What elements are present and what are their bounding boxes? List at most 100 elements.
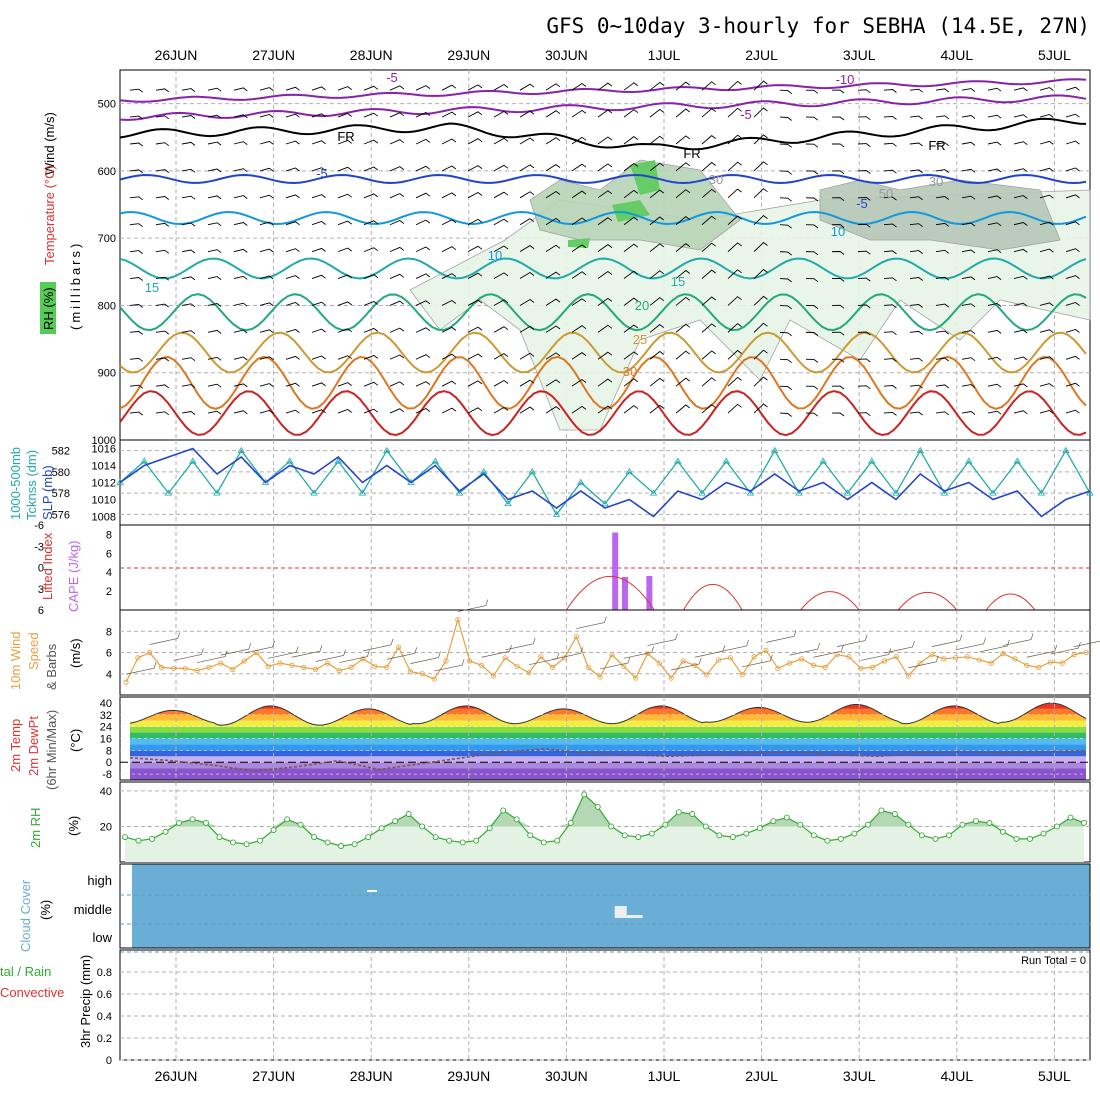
rh-point [783, 814, 790, 821]
wind10-barb [125, 662, 157, 675]
wind10-point [384, 664, 390, 670]
wind-barb [1039, 194, 1054, 199]
contour-label: 20 [635, 298, 649, 313]
wind10-point [561, 655, 568, 661]
wind-barb [129, 223, 143, 228]
wind10-point [538, 654, 544, 660]
rh-point [743, 830, 750, 837]
wind10-barb [1002, 633, 1034, 646]
wind-barb [363, 112, 379, 118]
li-tick: 6 [38, 605, 44, 617]
wind-barb [129, 169, 143, 174]
wind-barb [597, 270, 613, 279]
wind-barb [311, 247, 326, 253]
wind-barb [753, 241, 768, 252]
thickness-point [771, 446, 779, 454]
rh-point [338, 843, 345, 849]
upper-labels: Wind (m/s) Temperature (°C) RH (%) (mill… [40, 112, 83, 334]
precip-label-c: 3hr Precip (mm) [78, 955, 93, 1048]
pressure-tick: 600 [98, 166, 116, 178]
precip-tick: 0.6 [97, 989, 112, 1001]
wind-barb [545, 271, 561, 279]
wind-barb [181, 384, 196, 388]
wind-barb [1065, 355, 1080, 360]
wind-barb [779, 251, 792, 256]
wind-barb [831, 224, 845, 228]
wind-barb [961, 384, 976, 388]
wind-barb [441, 353, 457, 360]
thickness-point [868, 457, 876, 464]
wind-barb [779, 89, 792, 94]
rh-point [824, 837, 831, 844]
wind-barb [727, 215, 742, 226]
wind-barb [779, 143, 792, 148]
wind-barb [857, 223, 871, 228]
wind10-point [348, 664, 354, 670]
wind10-barb [931, 634, 963, 647]
thickness-point [892, 489, 900, 496]
wind-barb [883, 169, 897, 174]
wind-barb [467, 218, 483, 226]
wind-barb [545, 325, 561, 333]
wind-barb [857, 89, 871, 94]
wind-barb [935, 169, 950, 173]
wind-barb [363, 193, 379, 199]
wind-barb [987, 249, 1002, 254]
wind-barb [597, 136, 613, 145]
wind-barb [389, 139, 405, 145]
wind10-point [313, 666, 319, 673]
wind-barb [701, 323, 716, 333]
temp-band [130, 744, 1086, 751]
chart-title: GFS 0~10day 3-hourly for SEBHA (14.5E, 2… [546, 14, 1090, 38]
rh-point [905, 821, 912, 828]
wind-barb [285, 140, 300, 145]
thickness-point [698, 489, 706, 496]
wind10-point [443, 658, 449, 664]
cape-bar [621, 576, 628, 610]
wind-barb [233, 141, 248, 146]
cloud-fill [132, 864, 1090, 948]
wind-barb [597, 378, 613, 387]
cloud-level-label: middle [74, 902, 112, 917]
wind-barb [155, 276, 170, 281]
rh-point [891, 811, 898, 817]
wind10-point [407, 669, 414, 675]
wind-barb [467, 407, 483, 414]
rh-point [176, 819, 182, 826]
wind-barb [701, 108, 716, 118]
wind-barb [649, 297, 665, 306]
contour-label: FR [928, 138, 945, 153]
wind-barb [181, 222, 196, 227]
wind10-point [597, 674, 603, 680]
wind10-barb [837, 634, 868, 647]
contour-label: -5 [740, 107, 752, 122]
wind-barb [493, 406, 509, 414]
wind-barb [987, 276, 1002, 280]
rh-point [203, 819, 209, 826]
wind10-barb [244, 640, 275, 654]
wind-barb [467, 272, 483, 279]
wind-barb [285, 275, 300, 279]
cloud-frame [119, 863, 1091, 949]
wind-barb [181, 88, 196, 92]
thickness-point [625, 468, 633, 475]
wind-barb [623, 189, 639, 199]
wind10-labels: 10m Wind Speed & Barbs (m/s) [8, 631, 83, 690]
wind-barb [883, 196, 897, 201]
wind-barb [1065, 382, 1080, 387]
wind10-barb [315, 649, 346, 662]
wind10-point [727, 655, 734, 661]
temp-band [130, 732, 1086, 739]
wind-barb [129, 142, 143, 147]
wind-barb [701, 81, 716, 91]
lifted-index-curve [683, 583, 743, 611]
wind-barb [337, 220, 352, 226]
wind-barb [493, 218, 509, 226]
thickness-point [164, 489, 173, 496]
wind-barb [415, 246, 431, 253]
cape-labels: Lifted Index CAPE (J/kg) [40, 532, 81, 612]
wind-barb [623, 351, 639, 360]
thickness-point [940, 489, 949, 496]
wind-barb [649, 135, 665, 145]
